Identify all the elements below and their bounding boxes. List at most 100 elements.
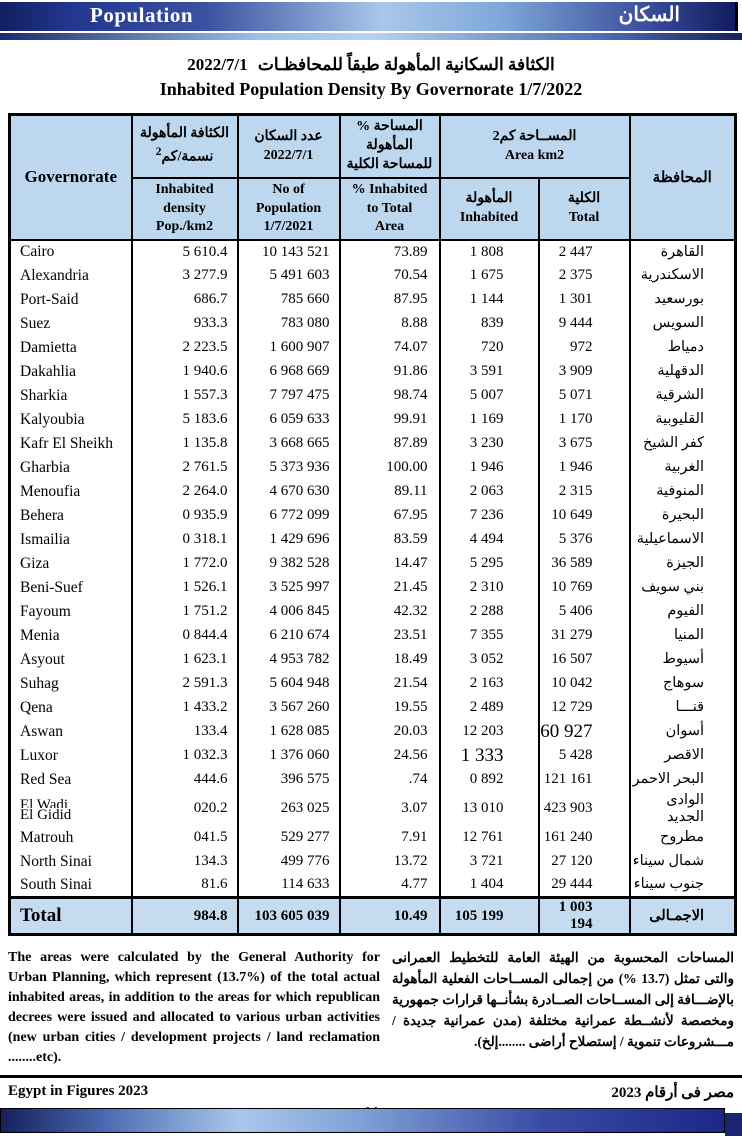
footer-en: Egypt in Figures 2023 <box>8 1083 149 1100</box>
cell-population: 396 575 <box>236 767 341 792</box>
cell-governorate-en: Alexandria <box>8 263 133 288</box>
population-ar-line1: عدد السكان <box>254 128 323 144</box>
table-row: Beni-Suef 1 526.1 3 525 997 21.45 2 310 10 76… <box>8 575 737 600</box>
top-banner-bar: Population السكان <box>0 2 738 31</box>
cell-area-total: 423 903 <box>537 791 631 826</box>
cell-density: 81.6 <box>130 873 239 898</box>
cell-governorate-ar: دمياط <box>628 335 737 360</box>
footer: Egypt in Figures 2023 مصر فى أرقام 2023 <box>8 1083 734 1102</box>
cell-governorate-en: Suez <box>8 311 133 336</box>
cell-population: 785 660 <box>236 287 341 312</box>
cell-area-inhabited: 720 <box>438 335 540 360</box>
cell-pct-inhabited: 18.49 <box>338 647 441 672</box>
cell-governorate-en: Qena <box>8 695 133 720</box>
cell-governorate-en: South Sinai <box>8 873 133 898</box>
cell-area-inhabited: 3 591 <box>438 359 540 384</box>
total-area-total: 1 003 194 <box>537 896 631 935</box>
cell-population: 4 670 630 <box>236 479 341 504</box>
cell-governorate-ar: الشرقية <box>628 383 737 408</box>
table-row: Gharbia 2 761.5 5 373 936 100.00 1 946 1 946 ا… <box>8 455 737 480</box>
cell-governorate-ar: بورسعيد <box>628 287 737 312</box>
cell-governorate-en: Port-Said <box>8 287 133 312</box>
total-pct: 10.49 <box>338 896 441 935</box>
pct-en-line3: Area <box>374 218 405 234</box>
population-ar-date: 2022/7/1 <box>263 147 314 163</box>
col-header-area: المســاحة كم2 Area km2 <box>438 113 631 179</box>
page-title-ar-date: 2022/7/1 <box>187 55 248 74</box>
cell-area-total: 29 444 <box>537 873 631 898</box>
cell-population: 5 604 948 <box>236 671 341 696</box>
cell-governorate-en: Behera <box>8 503 133 528</box>
cell-governorate-en: Damietta <box>8 335 133 360</box>
cell-population: 3 525 997 <box>236 575 341 600</box>
cell-governorate-en: Fayoum <box>8 599 133 624</box>
cell-governorate-ar: الاسماعيلية <box>628 527 737 552</box>
cell-pct-inhabited: 23.51 <box>338 623 441 648</box>
cell-governorate-en: Menoufia <box>8 479 133 504</box>
cell-area-total: 5 376 <box>537 527 631 552</box>
cell-pct-inhabited: 7.91 <box>338 825 441 850</box>
cell-density: 1 433.2 <box>130 695 239 720</box>
cell-density: 5 183.6 <box>130 407 239 432</box>
cell-governorate-en: Ismailia <box>8 527 133 552</box>
cell-pct-inhabited: 99.91 <box>338 407 441 432</box>
total-en: Total <box>568 210 600 226</box>
cell-density: 5 610.4 <box>130 239 239 264</box>
cell-pct-inhabited: 67.95 <box>338 503 441 528</box>
cell-population: 1 600 907 <box>236 335 341 360</box>
table-row: Luxor 1 032.3 1 376 060 24.56 1 333 5 428 الاق… <box>8 743 737 768</box>
cell-density: 2 591.3 <box>130 671 239 696</box>
cell-area-inhabited: 7 355 <box>438 623 540 648</box>
cell-area-total: 2 447 <box>537 239 631 264</box>
table-row: Aswan 133.4 1 628 085 20.03 12 203 60 927 أسوا… <box>8 719 737 744</box>
bottom-banner-bar <box>0 1108 725 1133</box>
cell-population: 4 953 782 <box>236 647 341 672</box>
cell-pct-inhabited: 14.47 <box>338 551 441 576</box>
cell-population: 3 567 260 <box>236 695 341 720</box>
cell-pct-inhabited: 100.00 <box>338 455 441 480</box>
cell-area-total: 121 161 <box>537 767 631 792</box>
cell-governorate-en: El Wadi El Gidid <box>8 791 133 826</box>
cell-area-inhabited: 2 063 <box>438 479 540 504</box>
cell-population: 1 628 085 <box>236 719 341 744</box>
cell-area-total: 12 729 <box>537 695 631 720</box>
footnote-ar: المساحات المحسوبة من الهيئة العامة للتخط… <box>392 950 734 1049</box>
cell-governorate-en: North Sinai <box>8 849 133 874</box>
cell-pct-inhabited: 70.54 <box>338 263 441 288</box>
cell-governorate-en: Luxor <box>8 743 133 768</box>
cell-population: 6 059 633 <box>236 407 341 432</box>
cell-population: 114 633 <box>236 873 341 898</box>
population-en-line2: Population <box>255 200 322 216</box>
cell-governorate-ar: الجيزة <box>628 551 737 576</box>
cell-area-total: 16 507 <box>537 647 631 672</box>
cell-area-inhabited: 5 007 <box>438 383 540 408</box>
banner-title-ar: السكان <box>618 4 680 26</box>
cell-area-inhabited: 7 236 <box>438 503 540 528</box>
cell-density: 020.2 <box>130 791 239 826</box>
table-row: Giza 1 772.0 9 382 528 14.47 5 295 36 589 الجي… <box>8 551 737 576</box>
cell-area-inhabited: 2 489 <box>438 695 540 720</box>
col-header-density-en: Inhabited density Pop./km2 <box>130 176 239 241</box>
density-en-line2: density <box>163 200 206 216</box>
cell-governorate-ar: كفر الشيخ <box>628 431 737 456</box>
cell-population: 3 668 665 <box>236 431 341 456</box>
density-en-line1: Inhabited <box>155 182 214 198</box>
cell-density: 1 940.6 <box>130 359 239 384</box>
cell-governorate-en: Kalyoubia <box>8 407 133 432</box>
cell-area-inhabited: 2 163 <box>438 671 540 696</box>
cell-governorate-en: Matrouh <box>8 825 133 850</box>
cell-governorate-en: Aswan <box>8 719 133 744</box>
cell-governorate-ar: الغربية <box>628 455 737 480</box>
table-row: Ismailia 0 318.1 1 429 696 83.59 4 494 5 376 ا… <box>8 527 737 552</box>
cell-pct-inhabited: 89.11 <box>338 479 441 504</box>
table-row: Fayoum 1 751.2 4 006 845 42.32 2 288 5 406 الف… <box>8 599 737 624</box>
cell-population: 1 376 060 <box>236 743 341 768</box>
cell-population: 529 277 <box>236 825 341 850</box>
top-banner-strip <box>0 33 742 40</box>
cell-density: 1 526.1 <box>130 575 239 600</box>
cell-population: 5 373 936 <box>236 455 341 480</box>
page-title-ar-text: الكثافة السكانية المأهولة طبقاً للمحافظـ… <box>257 55 555 74</box>
table-row: North Sinai 134.3 499 776 13.72 3 721 27 120 ش… <box>8 849 737 874</box>
cell-governorate-ar: البحر الاحمر <box>628 767 737 792</box>
cell-population: 783 080 <box>236 311 341 336</box>
